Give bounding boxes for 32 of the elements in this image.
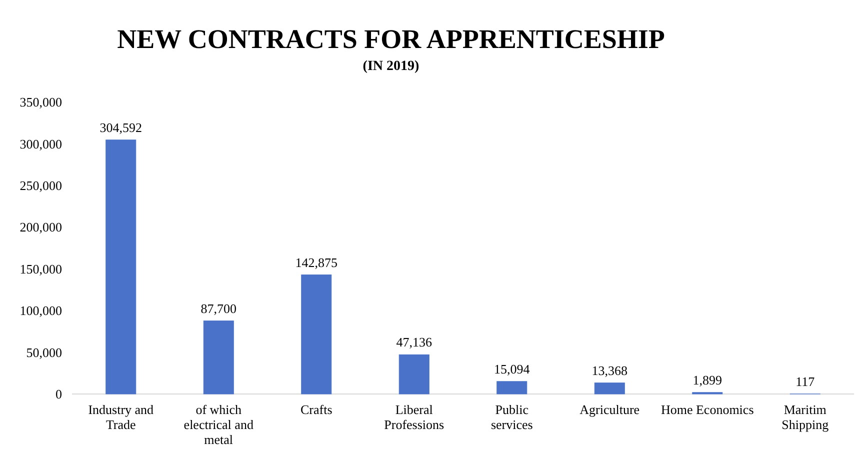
x-tick-label: of which electrical and metal — [184, 402, 254, 447]
bar — [594, 382, 625, 394]
data-label: 87,700 — [200, 300, 236, 316]
chart-title: NEW CONTRACTS FOR APPRENTICESHIP — [117, 24, 665, 54]
bar — [203, 320, 234, 394]
x-tick-label: Home Economics — [660, 402, 754, 417]
x-tick-label: Agriculture — [580, 402, 640, 417]
y-tick-label: 50,000 — [26, 344, 62, 360]
bar — [398, 354, 430, 394]
y-tick-label: 0 — [56, 386, 62, 402]
chart-subtitle: (IN 2019) — [362, 59, 420, 74]
bar — [106, 140, 136, 394]
y-tick-label: 350,000 — [20, 94, 62, 110]
data-label: 142,875 — [295, 254, 338, 270]
bar — [496, 381, 528, 394]
x-tick-label: Industry and Trade — [88, 402, 154, 432]
y-tick-label: 150,000 — [20, 261, 62, 276]
x-tick-label: Maritim Shipping — [782, 402, 830, 432]
y-tick-label: 200,000 — [20, 220, 62, 235]
y-tick-label: 250,000 — [20, 178, 62, 193]
data-label: 13,368 — [592, 362, 628, 378]
data-label: 47,136 — [396, 334, 432, 350]
bar — [301, 274, 332, 394]
y-tick-label: 300,000 — [20, 136, 62, 152]
data-label: 15,094 — [494, 361, 530, 376]
x-tick-label: Liberal Professions — [384, 402, 444, 432]
x-tick-label: Public services — [490, 402, 533, 432]
data-label: 117 — [796, 374, 816, 389]
y-tick-label: 100,000 — [20, 303, 62, 318]
data-label: 304,592 — [100, 120, 142, 135]
data-label: 1,899 — [692, 372, 722, 388]
x-tick-label: Crafts — [300, 402, 332, 417]
